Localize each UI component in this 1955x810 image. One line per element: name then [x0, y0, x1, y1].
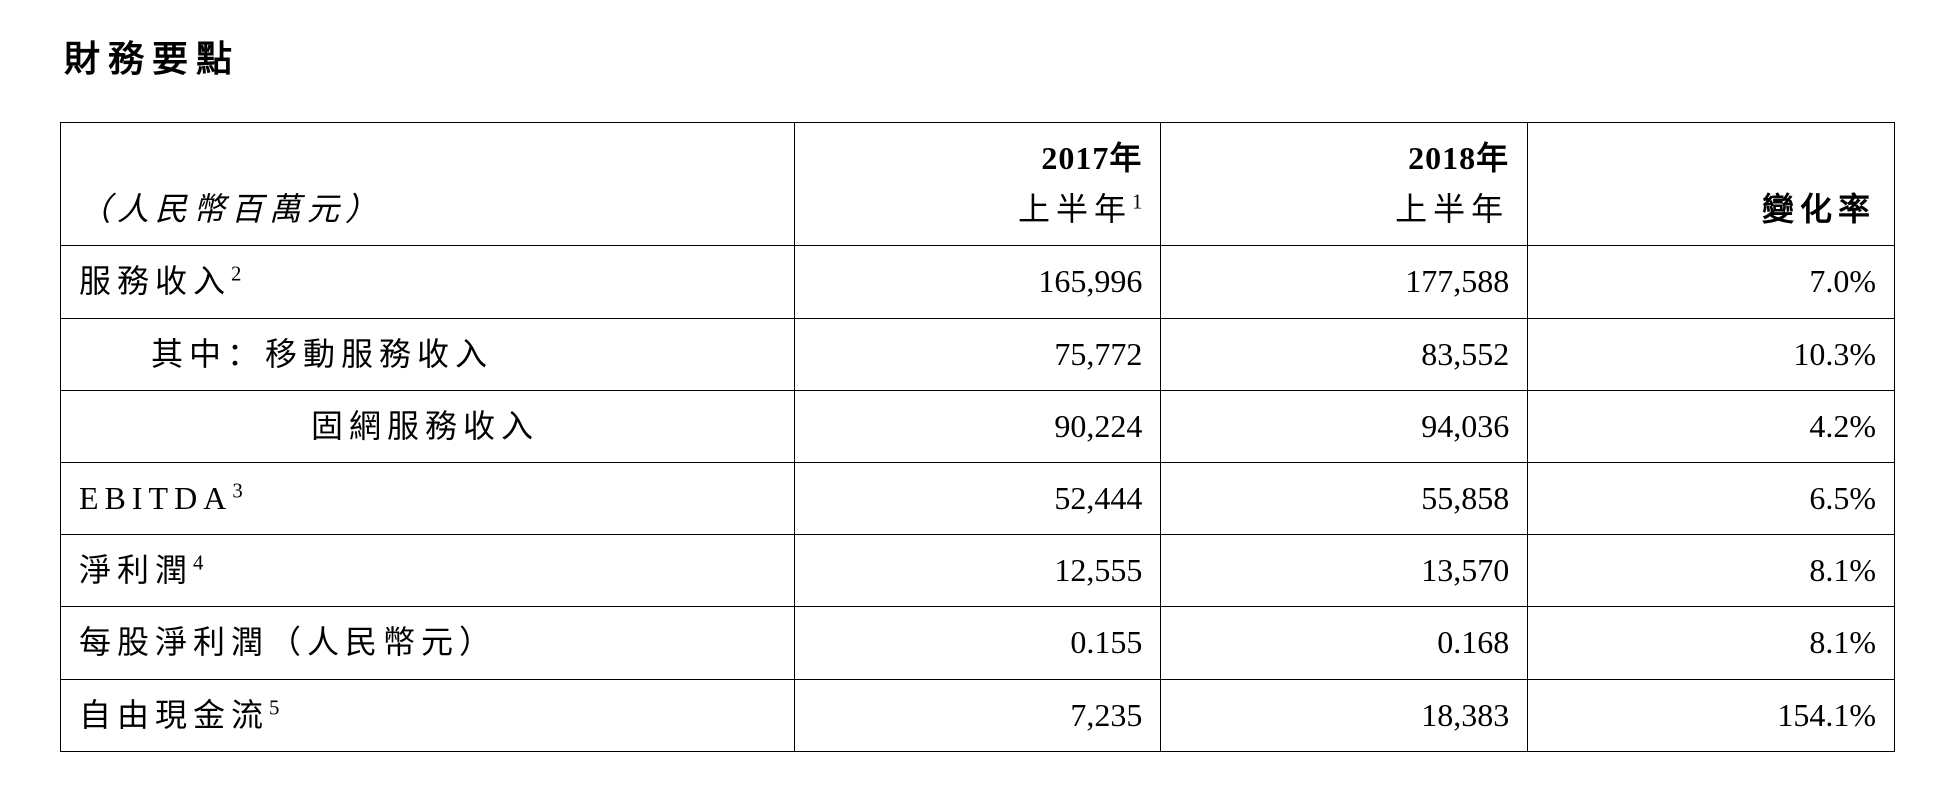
cell-change: 154.1%: [1528, 679, 1895, 751]
table-body: 服務收入2165,996177,5887.0%其中：移動服務收入75,77283…: [61, 246, 1895, 751]
row-label: 自由現金流5: [61, 679, 795, 751]
header-year2-line1: 2018年: [1179, 133, 1509, 184]
cell-change: 8.1%: [1528, 535, 1895, 607]
section-title: 財務要點: [64, 30, 1895, 82]
table-row: 淨利潤412,55513,5708.1%: [61, 535, 1895, 607]
table-row: 每股淨利潤（人民幣元）0.1550.1688.1%: [61, 607, 1895, 679]
header-year1-line1: 2017年: [813, 133, 1143, 184]
cell-change: 4.2%: [1528, 390, 1895, 462]
header-year-2018: 2018年 上半年: [1161, 123, 1528, 246]
cell-2018: 13,570: [1161, 535, 1528, 607]
table-row: EBITDA352,44455,8586.5%: [61, 462, 1895, 534]
cell-2018: 94,036: [1161, 390, 1528, 462]
cell-2018: 0.168: [1161, 607, 1528, 679]
row-label: 其中：移動服務收入: [61, 318, 795, 390]
cell-2017: 0.155: [794, 607, 1161, 679]
cell-2017: 7,235: [794, 679, 1161, 751]
row-label: 淨利潤4: [61, 535, 795, 607]
cell-change: 8.1%: [1528, 607, 1895, 679]
header-year1-line2: 上半年1: [813, 184, 1143, 235]
cell-2017: 75,772: [794, 318, 1161, 390]
row-label: EBITDA3: [61, 462, 795, 534]
cell-2018: 83,552: [1161, 318, 1528, 390]
table-row: 固網服務收入90,22494,0364.2%: [61, 390, 1895, 462]
table-row: 自由現金流57,23518,383154.1%: [61, 679, 1895, 751]
header-year2-line2: 上半年: [1179, 184, 1509, 235]
header-year-2017: 2017年 上半年1: [794, 123, 1161, 246]
row-label: 固網服務收入: [61, 390, 795, 462]
table-row: 其中：移動服務收入75,77283,55210.3%: [61, 318, 1895, 390]
cell-2018: 18,383: [1161, 679, 1528, 751]
cell-2017: 90,224: [794, 390, 1161, 462]
cell-change: 10.3%: [1528, 318, 1895, 390]
table-header-row: （人民幣百萬元） 2017年 上半年1 2018年 上半年 變化率: [61, 123, 1895, 246]
header-change: 變化率: [1528, 123, 1895, 246]
header-unit: （人民幣百萬元）: [61, 123, 795, 246]
row-label: 服務收入2: [61, 246, 795, 318]
cell-2018: 177,588: [1161, 246, 1528, 318]
cell-change: 7.0%: [1528, 246, 1895, 318]
cell-2017: 12,555: [794, 535, 1161, 607]
cell-2018: 55,858: [1161, 462, 1528, 534]
cell-2017: 52,444: [794, 462, 1161, 534]
financial-highlights-table: （人民幣百萬元） 2017年 上半年1 2018年 上半年 變化率 服務收入21…: [60, 122, 1895, 752]
cell-change: 6.5%: [1528, 462, 1895, 534]
cell-2017: 165,996: [794, 246, 1161, 318]
row-label: 每股淨利潤（人民幣元）: [61, 607, 795, 679]
table-row: 服務收入2165,996177,5887.0%: [61, 246, 1895, 318]
